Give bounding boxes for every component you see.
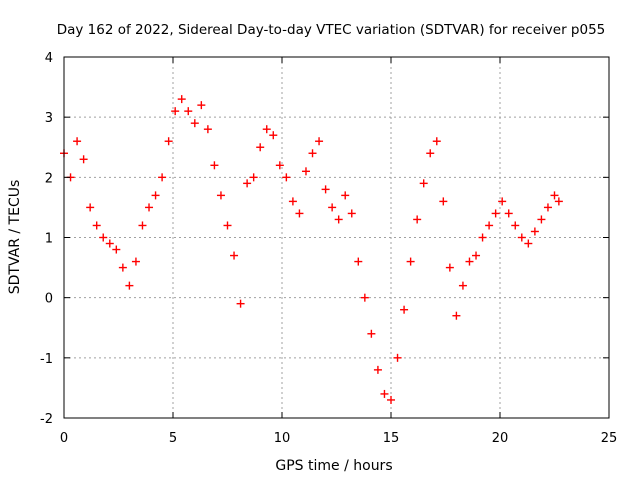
data-point: [249, 173, 258, 182]
data-point: [478, 233, 487, 242]
y-tick-label: 0: [45, 292, 53, 307]
data-point: [125, 281, 134, 290]
data-point: [321, 185, 330, 194]
data-point: [145, 203, 154, 212]
data-point: [400, 305, 409, 314]
data-point: [554, 197, 563, 206]
data-points: [60, 95, 563, 404]
data-point: [288, 197, 297, 206]
data-point: [118, 263, 127, 272]
data-point: [190, 119, 199, 128]
x-tick-label: 10: [274, 431, 291, 446]
data-point: [347, 209, 356, 218]
data-point: [164, 137, 173, 146]
data-point: [393, 353, 402, 362]
data-point: [184, 107, 193, 116]
data-point: [537, 215, 546, 224]
data-point: [517, 233, 526, 242]
data-point: [341, 191, 350, 200]
data-point: [151, 191, 160, 200]
data-point: [445, 263, 454, 272]
x-tick-label: 0: [60, 431, 68, 446]
data-point: [301, 167, 310, 176]
y-tick-label: 2: [45, 171, 53, 186]
data-point: [380, 389, 389, 398]
grid-layer: [63, 56, 610, 419]
data-point: [452, 311, 461, 320]
data-point: [230, 251, 239, 260]
data-point: [177, 95, 186, 104]
y-axis-label: SDTVAR / TECUs: [7, 180, 23, 295]
data-point: [373, 365, 382, 374]
data-point: [439, 197, 448, 206]
data-point: [73, 137, 82, 146]
data-point: [315, 137, 324, 146]
data-point: [216, 191, 225, 200]
data-point: [328, 203, 337, 212]
data-point: [504, 209, 513, 218]
data-point: [262, 125, 271, 134]
data-point: [99, 233, 108, 242]
data-point: [112, 245, 121, 254]
data-point: [92, 221, 101, 230]
x-tick-label: 25: [601, 431, 618, 446]
data-point: [131, 257, 140, 266]
data-point: [354, 257, 363, 266]
data-point: [295, 209, 304, 218]
data-point: [282, 173, 291, 182]
x-tick-label: 5: [169, 431, 177, 446]
chart-title: Day 162 of 2022, Sidereal Day-to-day VTE…: [57, 22, 606, 38]
data-point: [419, 179, 428, 188]
y-tick-label: -2: [40, 412, 53, 427]
data-point: [458, 281, 467, 290]
x-axis-label: GPS time / hours: [275, 458, 392, 474]
data-point: [138, 221, 147, 230]
data-point: [223, 221, 232, 230]
data-point: [197, 101, 206, 110]
data-point: [432, 137, 441, 146]
data-point: [550, 191, 559, 200]
data-point: [524, 239, 533, 248]
axis-ticks: 0 5 10 15 20 25 -2 -1 0 1 2 3 4: [40, 51, 617, 446]
y-tick-label: 1: [45, 232, 53, 247]
data-point: [171, 107, 180, 116]
data-point: [256, 143, 265, 152]
data-point: [413, 215, 422, 224]
x-tick-label: 15: [383, 431, 400, 446]
data-point: [275, 161, 284, 170]
data-point: [511, 221, 520, 230]
data-point: [79, 155, 88, 164]
data-point: [203, 125, 212, 134]
data-point: [367, 329, 376, 338]
data-point: [236, 299, 245, 308]
data-point: [465, 257, 474, 266]
data-point: [210, 161, 219, 170]
data-point: [360, 293, 369, 302]
y-tick-label: 4: [45, 51, 53, 66]
data-point: [426, 149, 435, 158]
data-point: [543, 203, 552, 212]
data-point: [485, 221, 494, 230]
data-point: [387, 395, 395, 404]
y-tick-label: -1: [40, 352, 53, 367]
data-point: [308, 149, 317, 158]
x-tick-label: 20: [492, 431, 509, 446]
data-point: [406, 257, 415, 266]
data-point: [269, 131, 278, 140]
y-tick-label: 3: [45, 111, 53, 126]
data-point: [530, 227, 539, 236]
data-point: [498, 197, 507, 206]
data-point: [334, 215, 343, 224]
data-point: [243, 179, 252, 188]
data-point: [105, 239, 114, 248]
data-point: [86, 203, 95, 212]
data-point: [158, 173, 167, 182]
data-point: [472, 251, 481, 260]
data-point: [491, 209, 500, 218]
